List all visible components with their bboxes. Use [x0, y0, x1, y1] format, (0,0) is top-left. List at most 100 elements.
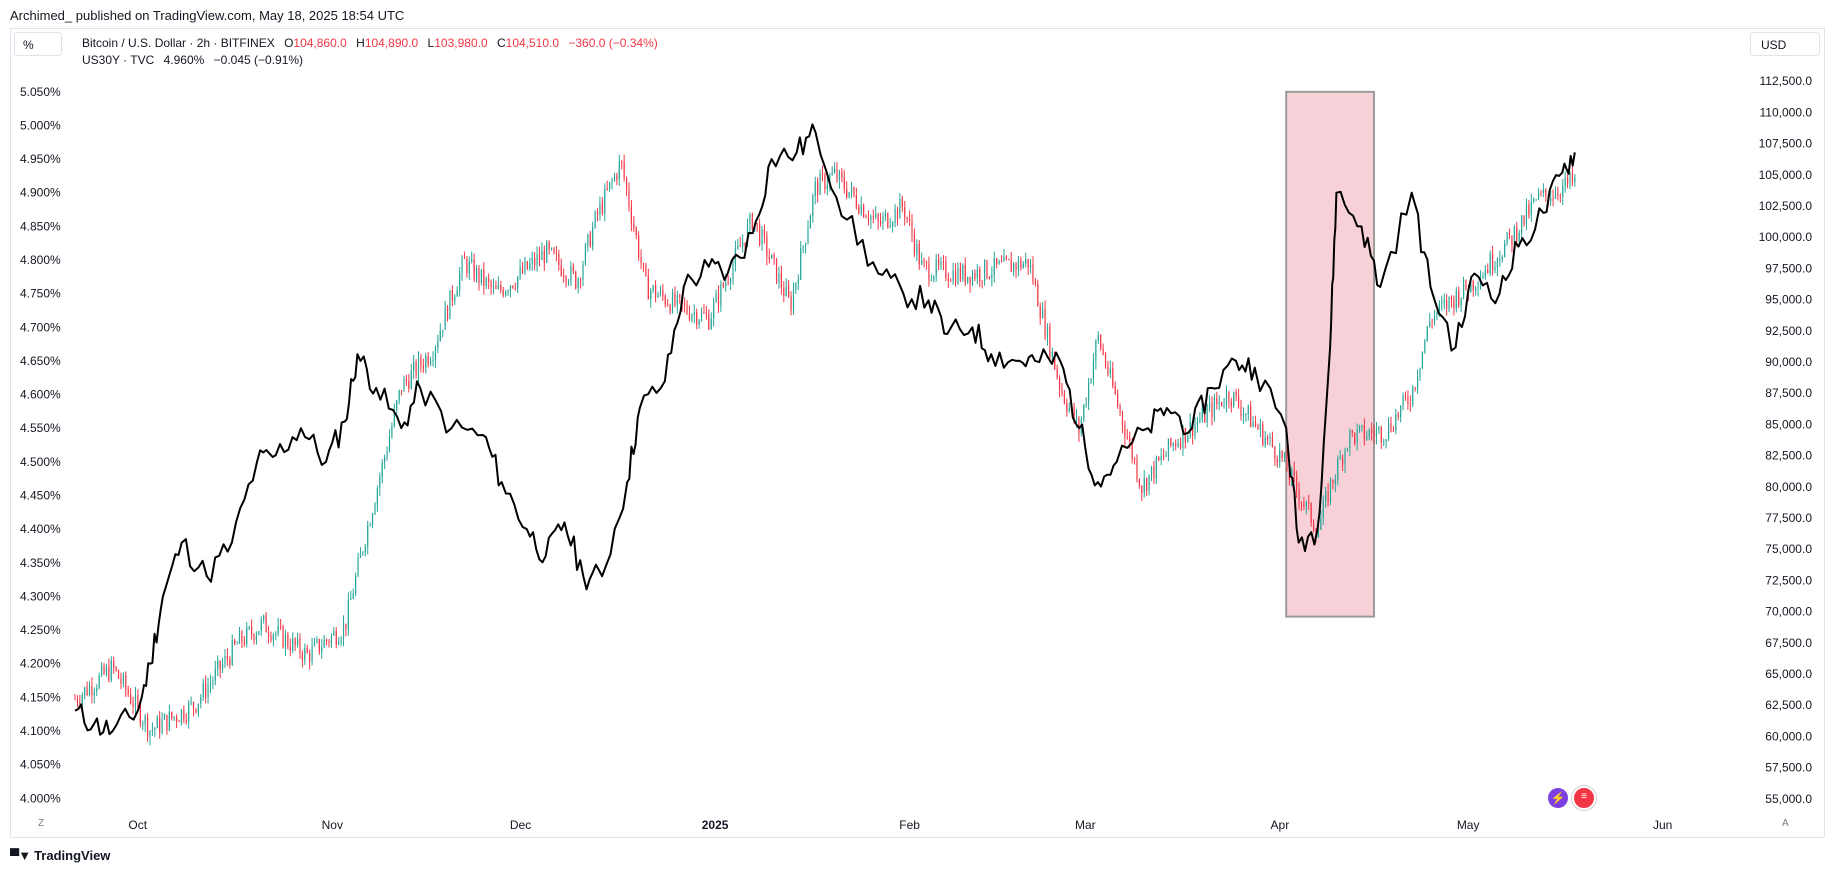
- candle-body: [214, 668, 216, 681]
- candle-body: [454, 296, 456, 301]
- candle-body: [1051, 351, 1053, 357]
- candle-body: [1054, 351, 1056, 370]
- percent-scale-button[interactable]: %: [14, 32, 62, 56]
- candle-body: [134, 695, 137, 707]
- right-axis-tick-label: 82,500.0: [1765, 449, 1812, 463]
- candle-body: [1441, 302, 1443, 304]
- candle-body: [376, 488, 378, 505]
- candle-body: [1489, 253, 1491, 273]
- left-axis-tick-label: 4.150%: [20, 690, 61, 704]
- candle-body: [584, 244, 587, 265]
- auto-scale-button[interactable]: A: [1782, 818, 1789, 829]
- candle-body: [945, 261, 947, 279]
- candle-body: [761, 229, 763, 245]
- candle-body: [1204, 407, 1206, 423]
- candle-body: [197, 703, 199, 713]
- candle-body: [512, 285, 514, 288]
- candle-body: [154, 728, 156, 730]
- candle-body: [1378, 427, 1380, 430]
- left-axis-tick-label: 4.050%: [20, 758, 61, 772]
- candle-body: [318, 639, 320, 652]
- candle-body: [1095, 340, 1097, 362]
- candle-body: [371, 514, 374, 526]
- candle-body: [294, 638, 296, 645]
- candle-body: [417, 357, 420, 376]
- candle-body: [1061, 389, 1063, 393]
- candle-body: [766, 236, 768, 257]
- candle-body: [500, 284, 502, 291]
- candle-body: [686, 304, 688, 314]
- candle-body: [664, 296, 666, 305]
- candle-body: [925, 261, 928, 264]
- candle-body: [1513, 227, 1515, 245]
- right-axis-tick-label: 102,500.0: [1759, 199, 1813, 213]
- candle-body: [415, 361, 417, 376]
- candle-body: [277, 625, 279, 634]
- candle-body: [139, 704, 141, 725]
- tradingview-brand[interactable]: ▀▼ TradingView: [10, 848, 110, 863]
- candle-body: [560, 264, 562, 276]
- candle-body: [1155, 457, 1157, 479]
- candle-body: [163, 714, 166, 720]
- candle-body: [250, 627, 253, 635]
- x-axis-tick-label: May: [1457, 818, 1480, 832]
- candle-body: [1552, 198, 1554, 200]
- candle-body: [352, 593, 354, 599]
- candle-body: [860, 204, 862, 214]
- zoom-toggle-button[interactable]: Z: [38, 818, 45, 829]
- candle-body: [219, 660, 221, 670]
- overlay-series-symbol[interactable]: US30Y · TVC: [82, 53, 155, 67]
- candle-body: [1187, 435, 1189, 443]
- left-axis-tick-label: 4.250%: [20, 623, 61, 637]
- candle-body: [110, 660, 112, 681]
- us-flag-badge-icon[interactable]: ≡: [1572, 786, 1596, 810]
- candle-body: [1162, 455, 1165, 457]
- candle-body: [1508, 232, 1511, 236]
- candle-body: [1269, 436, 1271, 439]
- candle-body: [1044, 308, 1046, 338]
- candle-body: [1542, 189, 1544, 193]
- candle-body: [1363, 425, 1365, 440]
- candle-body: [1327, 491, 1329, 503]
- candle-body: [413, 361, 415, 371]
- candle-body: [565, 276, 567, 283]
- candle-body: [1400, 405, 1402, 417]
- candle-body: [1184, 428, 1186, 443]
- candle-body: [1221, 401, 1223, 406]
- candle-body: [509, 285, 512, 292]
- flash-badge-icon[interactable]: ⚡: [1548, 788, 1568, 808]
- right-axis-tick-label: 95,000.0: [1765, 293, 1812, 307]
- candle-body: [434, 347, 437, 360]
- candle-body: [463, 257, 466, 259]
- candle-body: [1470, 281, 1472, 293]
- candle-body: [1424, 340, 1426, 352]
- candle-body: [804, 243, 807, 247]
- candle-body: [821, 173, 824, 175]
- candle-body: [778, 273, 780, 283]
- candle-body: [1487, 269, 1489, 273]
- candle-body: [1298, 489, 1300, 503]
- candle-body: [875, 214, 877, 218]
- candle-body: [640, 257, 642, 263]
- candle-body: [347, 599, 349, 630]
- candle-body: [130, 694, 132, 704]
- candle-body: [127, 689, 129, 695]
- candle-body: [272, 634, 274, 641]
- candle-body: [589, 234, 591, 247]
- candle-body: [824, 174, 826, 190]
- candle-body: [1259, 423, 1261, 430]
- candle-body: [879, 221, 882, 224]
- candle-body: [642, 262, 645, 265]
- main-series-symbol[interactable]: Bitcoin / U.S. Dollar · 2h · BITFINEX: [82, 36, 275, 50]
- candle-body: [1235, 392, 1237, 396]
- currency-button[interactable]: USD: [1750, 32, 1820, 56]
- candle-body: [188, 702, 190, 721]
- candle-body: [1501, 256, 1503, 260]
- candle-body: [1574, 177, 1576, 182]
- candle-body: [884, 213, 886, 217]
- candle-body: [238, 631, 241, 644]
- candle-body: [1250, 406, 1252, 427]
- candle-body: [1506, 232, 1508, 244]
- candle-body: [792, 290, 795, 311]
